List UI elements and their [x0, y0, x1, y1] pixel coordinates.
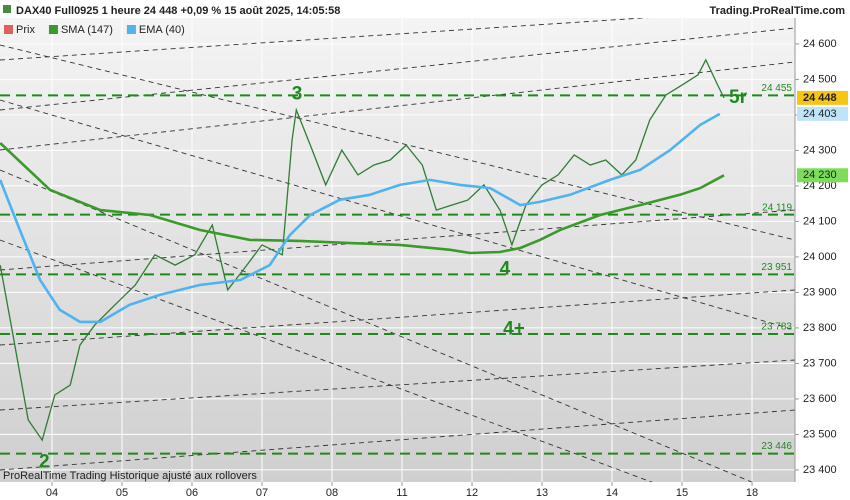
x-tick-label: 05 — [116, 487, 128, 499]
trendline — [0, 289, 795, 346]
wave-label: 4 — [500, 259, 511, 280]
level-label: 23 783 — [761, 322, 792, 333]
x-tick-label: 07 — [256, 487, 268, 499]
levels — [0, 94, 795, 455]
legend-swatch — [126, 25, 136, 34]
x-tick-label: 06 — [186, 487, 198, 499]
wave-label: 4+ — [503, 319, 525, 340]
trendline — [0, 61, 795, 151]
chart-title: DAX40 Full0925 1 heure 24 448 +0,09 % 15… — [16, 5, 340, 17]
trendlines — [0, 18, 795, 482]
price-badge — [797, 106, 848, 121]
trendline — [0, 99, 795, 331]
legend: Prix SMA (147) EMA (40) — [4, 24, 185, 36]
axes: 23 400 23 500 23 600 23 700 23 800 23 900 24 0… — [46, 38, 848, 499]
level-label: 24 119 — [762, 202, 792, 213]
x-tick-label: 15 — [676, 487, 688, 499]
annotations: 2 3 4 4+ 5r — [39, 83, 748, 472]
y-tick-label: 24 500 — [803, 73, 837, 85]
x-tick-label: 08 — [326, 487, 338, 499]
y-tick-label: 23 900 — [803, 286, 837, 298]
trendline — [0, 359, 795, 411]
trendline — [0, 209, 795, 271]
grid — [0, 18, 795, 482]
y-tick-label: 23 600 — [803, 393, 837, 405]
wave-label: 2 — [39, 451, 50, 472]
legend-swatch — [4, 25, 13, 34]
footer: ProRealTime Trading Historique ajusté au… — [3, 470, 257, 482]
level-label: 23 951 — [761, 262, 792, 273]
price-badge — [797, 90, 848, 105]
trendline — [0, 27, 795, 111]
legend-label: EMA (40) — [139, 24, 185, 36]
y-tick-label: 24 100 — [803, 215, 837, 227]
header-icon — [3, 5, 11, 13]
series-line — [0, 142, 725, 255]
trendline — [0, 409, 795, 471]
trendline — [0, 18, 650, 61]
price-badge-label: 24 230 — [803, 169, 837, 181]
price-badge-label: 24 448 — [803, 92, 837, 104]
wave-label: 3 — [292, 83, 303, 104]
x-tick-label: 11 — [396, 487, 407, 499]
trendline — [0, 44, 795, 241]
x-tick-label: 13 — [536, 487, 548, 499]
header — [0, 0, 850, 18]
source: Trading.ProRealTime.com — [709, 5, 845, 17]
y-tick-label: 24 600 — [803, 38, 837, 50]
legend-label: Prix — [16, 24, 35, 36]
y-tick-label: 24 300 — [803, 144, 837, 156]
plot-area — [0, 18, 795, 482]
level-label: 24 455 — [761, 83, 792, 94]
y-tick-label: 24 200 — [803, 180, 837, 192]
price-badge-label: 24 403 — [803, 108, 837, 120]
price-badge — [797, 168, 848, 183]
x-tick-label: 04 — [46, 487, 58, 499]
y-tick-label: 23 500 — [803, 428, 837, 440]
y-tick-label: 24 000 — [803, 251, 837, 263]
legend-label: SMA (147) — [61, 24, 113, 36]
x-tick-label: 12 — [466, 487, 478, 499]
x-tick-label: 14 — [606, 487, 618, 499]
y-tick-label: 23 700 — [803, 357, 837, 369]
legend-swatch — [48, 25, 58, 34]
level-label: 23 446 — [761, 441, 792, 452]
x-tick-label: 18 — [746, 487, 758, 499]
series — [0, 58, 725, 442]
series-line — [0, 112, 721, 324]
y-tick-label: 23 400 — [803, 464, 837, 476]
y-tick-label: 23 800 — [803, 322, 837, 334]
trendline — [0, 239, 653, 482]
wave-label: 5r — [729, 87, 748, 108]
